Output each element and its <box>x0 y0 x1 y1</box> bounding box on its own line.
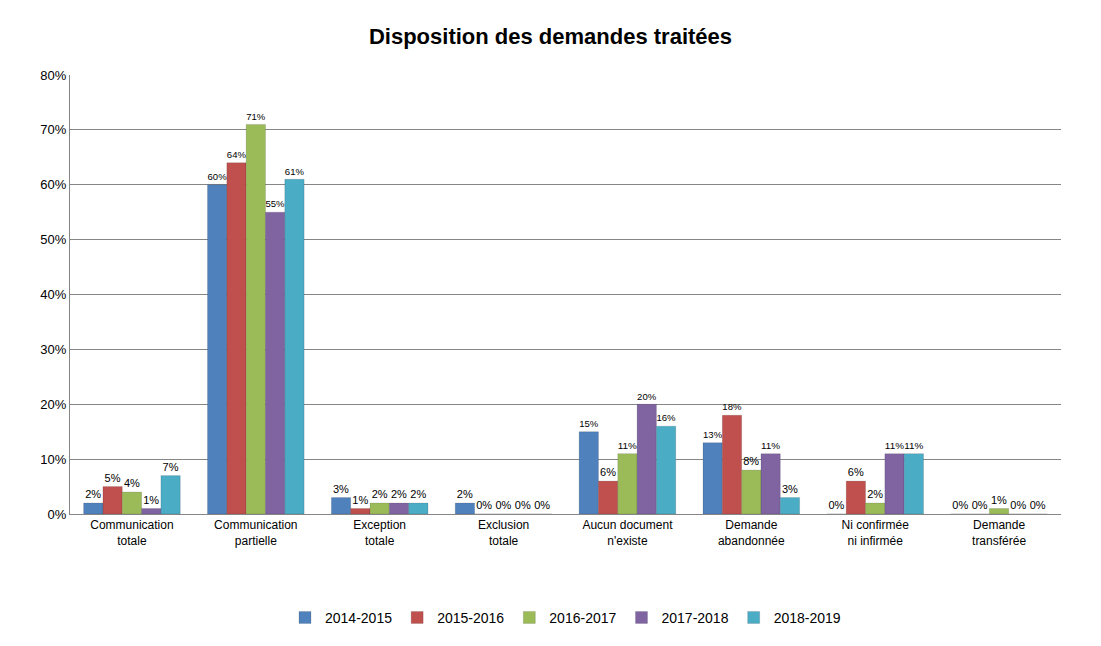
svg-text:2%: 2% <box>867 488 883 500</box>
svg-text:3%: 3% <box>333 483 349 495</box>
svg-text:Ni confirméeni infirmée: Ni confirméeni infirmée <box>842 518 910 548</box>
svg-text:15%: 15% <box>579 418 599 429</box>
svg-text:40%: 40% <box>40 287 66 302</box>
svg-text:20%: 20% <box>637 391 657 402</box>
svg-text:0%: 0% <box>48 507 67 522</box>
svg-text:2%: 2% <box>410 488 426 500</box>
svg-text:0%: 0% <box>515 499 531 511</box>
svg-text:2%: 2% <box>372 488 388 500</box>
svg-text:Exclusiontotale: Exclusiontotale <box>478 518 529 548</box>
svg-text:2015-2016: 2015-2016 <box>437 610 504 626</box>
svg-text:11%: 11% <box>618 440 637 451</box>
svg-text:0%: 0% <box>476 499 492 511</box>
svg-text:30%: 30% <box>40 342 66 357</box>
svg-text:2%: 2% <box>85 488 101 500</box>
svg-text:0%: 0% <box>972 499 988 511</box>
svg-text:Exceptiontotale: Exceptiontotale <box>353 518 406 548</box>
svg-text:20%: 20% <box>40 397 66 412</box>
svg-text:5%: 5% <box>105 472 121 484</box>
svg-text:Demandeabandonnée: Demandeabandonnée <box>718 518 785 548</box>
svg-text:70%: 70% <box>40 122 66 137</box>
svg-text:0%: 0% <box>496 499 512 511</box>
svg-text:60%: 60% <box>40 177 66 192</box>
svg-text:1%: 1% <box>352 494 368 506</box>
svg-text:11%: 11% <box>885 440 904 451</box>
svg-text:55%: 55% <box>265 198 285 209</box>
svg-text:2%: 2% <box>457 488 473 500</box>
svg-text:Demandetransférée: Demandetransférée <box>972 518 1026 548</box>
svg-text:60%: 60% <box>208 171 228 182</box>
svg-text:4%: 4% <box>124 477 140 489</box>
svg-text:0%: 0% <box>1010 499 1026 511</box>
svg-text:2018-2019: 2018-2019 <box>774 610 841 626</box>
svg-text:8%: 8% <box>743 455 759 467</box>
svg-text:2016-2017: 2016-2017 <box>549 610 616 626</box>
svg-text:Aucun documentn'existe: Aucun documentn'existe <box>582 518 673 548</box>
svg-text:1%: 1% <box>143 494 159 506</box>
svg-text:10%: 10% <box>40 452 66 467</box>
svg-text:16%: 16% <box>656 412 676 423</box>
svg-text:0%: 0% <box>952 499 968 511</box>
svg-text:0%: 0% <box>828 499 844 511</box>
svg-text:Communicationpartielle: Communicationpartielle <box>214 518 297 548</box>
svg-text:50%: 50% <box>40 232 66 247</box>
svg-text:6%: 6% <box>600 466 616 478</box>
svg-text:11%: 11% <box>904 440 923 451</box>
svg-text:2014-2015: 2014-2015 <box>325 610 392 626</box>
svg-text:Communicationtotale: Communicationtotale <box>90 518 173 548</box>
svg-text:Disposition des demandes trait: Disposition des demandes traitées <box>369 24 732 49</box>
svg-text:2%: 2% <box>391 488 407 500</box>
svg-text:61%: 61% <box>285 166 305 177</box>
svg-text:13%: 13% <box>703 429 723 440</box>
svg-text:0%: 0% <box>534 499 550 511</box>
svg-text:0%: 0% <box>1030 499 1046 511</box>
svg-text:18%: 18% <box>722 401 742 412</box>
svg-text:80%: 80% <box>40 68 66 83</box>
svg-text:7%: 7% <box>163 461 179 473</box>
svg-text:71%: 71% <box>246 111 266 122</box>
svg-text:2017-2018: 2017-2018 <box>661 610 728 626</box>
svg-text:1%: 1% <box>991 494 1007 506</box>
svg-text:6%: 6% <box>848 466 864 478</box>
svg-text:3%: 3% <box>782 483 798 495</box>
svg-text:11%: 11% <box>761 440 780 451</box>
svg-text:64%: 64% <box>227 149 247 160</box>
